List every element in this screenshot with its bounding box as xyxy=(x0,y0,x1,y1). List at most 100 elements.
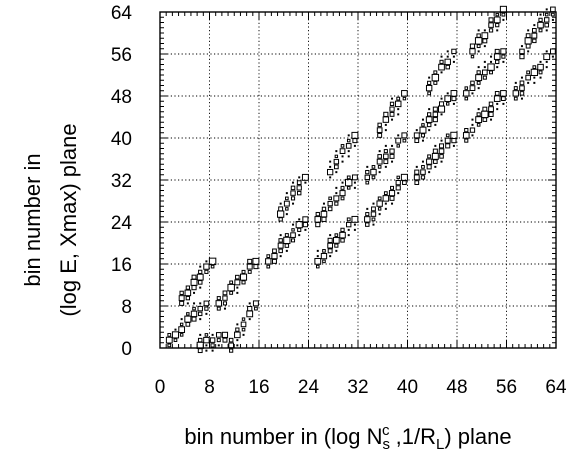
bin-box xyxy=(434,71,437,74)
bin-box xyxy=(427,165,431,169)
bin-dot xyxy=(298,234,300,236)
bin-dot xyxy=(342,155,344,157)
bin-dot xyxy=(546,61,548,63)
bin-box xyxy=(328,169,333,174)
bin-dot xyxy=(329,176,331,178)
bin-box xyxy=(378,123,381,126)
bin-dot xyxy=(546,66,548,68)
bin-box xyxy=(545,18,549,22)
bin-dot xyxy=(441,113,443,115)
bin-dot xyxy=(422,119,424,121)
bin-box xyxy=(372,218,375,221)
bin-box xyxy=(286,197,289,200)
bin-box xyxy=(297,186,301,190)
bin-dot xyxy=(317,250,319,252)
bin-dot xyxy=(292,224,294,226)
x-axis-title-mid: ,1/R xyxy=(390,424,436,449)
bin-dot xyxy=(453,56,455,58)
bin-box xyxy=(445,138,450,143)
bin-box xyxy=(217,339,220,342)
bin-box xyxy=(378,208,380,210)
bin-box xyxy=(297,181,301,185)
bin-dot xyxy=(379,171,381,173)
bin-box xyxy=(551,49,556,54)
bin-box xyxy=(428,92,431,95)
x-tick-label: 24 xyxy=(298,377,320,398)
bin-box xyxy=(377,201,382,206)
bin-box xyxy=(439,149,444,154)
bin-dot xyxy=(527,82,529,84)
bin-box xyxy=(378,155,382,159)
bin-dot xyxy=(484,45,486,47)
bin-dot xyxy=(441,98,443,100)
bin-dot xyxy=(292,182,294,184)
bin-box xyxy=(495,92,499,96)
bin-box xyxy=(341,197,344,200)
bin-box xyxy=(421,170,426,175)
y-tick-label: 32 xyxy=(111,171,132,192)
bin-box xyxy=(501,49,506,54)
bin-box xyxy=(502,97,506,101)
bin-dot xyxy=(441,56,443,58)
bin-dot xyxy=(286,213,288,215)
bin-dot xyxy=(416,129,418,131)
bin-box xyxy=(397,176,399,178)
x-tick-label: 32 xyxy=(347,377,368,398)
bin-dot xyxy=(453,61,455,63)
y-tick-label: 24 xyxy=(111,213,133,234)
bin-box xyxy=(426,117,432,123)
bin-box xyxy=(279,249,282,252)
bin-dot xyxy=(540,77,542,79)
bin-box xyxy=(166,337,172,343)
bin-dot xyxy=(379,213,381,215)
bin-dot xyxy=(205,260,207,262)
bin-box xyxy=(539,71,542,74)
bin-box xyxy=(328,201,332,205)
bin-box xyxy=(378,197,381,200)
bin-dot xyxy=(199,318,201,320)
bin-box xyxy=(229,343,234,348)
bin-dot xyxy=(199,287,201,289)
bin-dot xyxy=(280,234,282,236)
bin-box xyxy=(285,234,288,237)
bin-box xyxy=(445,59,450,64)
bin-box xyxy=(402,91,408,97)
x-tick-label: 16 xyxy=(248,377,269,398)
bin-box xyxy=(489,102,493,106)
bin-dot xyxy=(286,192,288,194)
bin-dot xyxy=(478,87,480,89)
bin-dot xyxy=(428,129,430,131)
bin-box xyxy=(204,337,209,342)
bin-dot xyxy=(199,266,201,268)
bin-box xyxy=(286,208,288,210)
bin-box xyxy=(390,149,394,153)
bin-dot xyxy=(552,19,554,21)
bin-dot xyxy=(342,182,344,184)
bin-box xyxy=(198,281,202,285)
bin-box xyxy=(340,232,346,238)
bin-box xyxy=(205,270,208,273)
bin-dot xyxy=(441,161,443,163)
bin-box xyxy=(247,311,253,317)
bin-box xyxy=(414,133,419,138)
bin-box xyxy=(489,18,493,22)
bin-box xyxy=(272,254,277,259)
x-tick-label: 0 xyxy=(155,377,166,398)
bin-dot xyxy=(527,29,529,31)
bin-box xyxy=(439,64,445,70)
bin-dot xyxy=(397,108,399,110)
bin-box xyxy=(396,138,401,143)
bin-dot xyxy=(502,61,504,63)
bin-box xyxy=(242,328,245,331)
bin-dot xyxy=(471,119,473,121)
bin-dot xyxy=(335,250,337,252)
bin-dot xyxy=(428,171,430,173)
bin-box xyxy=(378,166,381,169)
bin-box xyxy=(383,196,389,202)
bin-box xyxy=(317,265,320,268)
bin-box xyxy=(315,217,321,223)
bin-dot xyxy=(280,203,282,205)
bin-box xyxy=(235,280,240,285)
